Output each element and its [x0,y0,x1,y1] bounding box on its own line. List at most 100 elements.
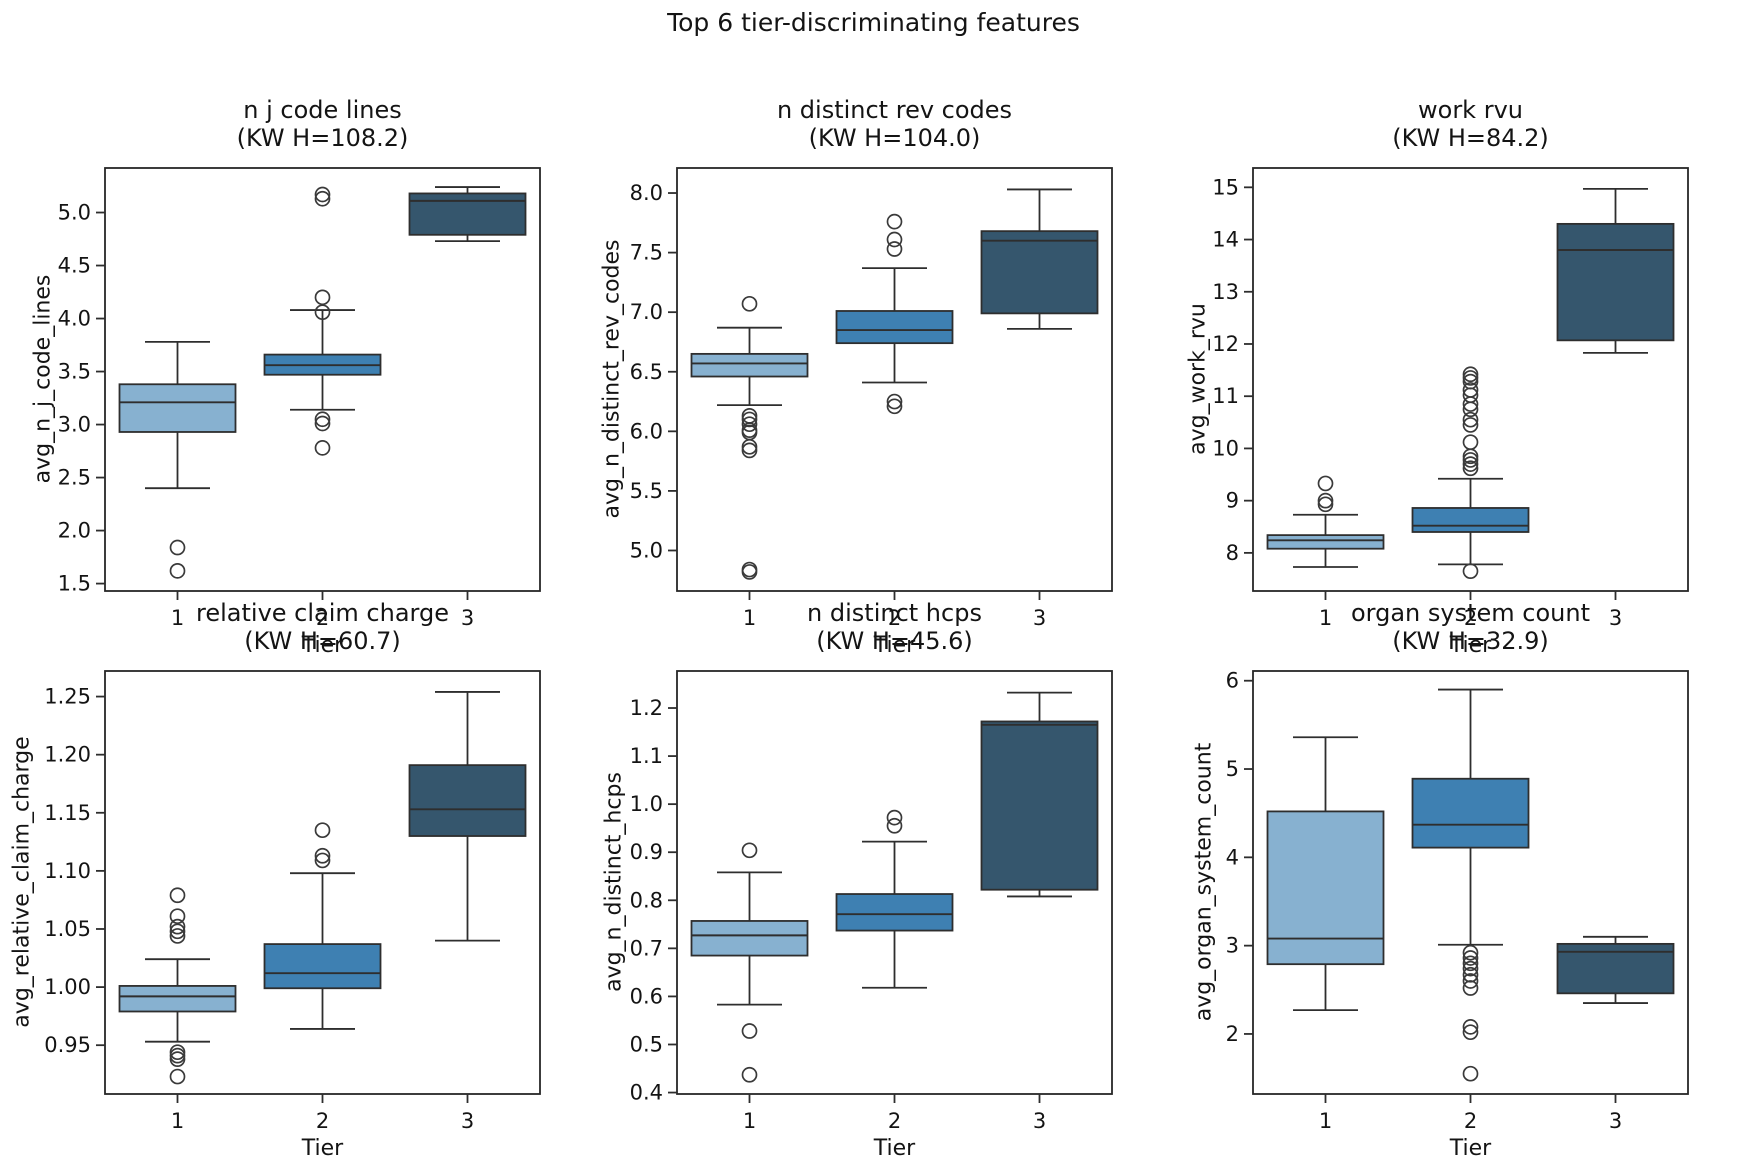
outlier-tier2 [1462,411,1479,428]
box-tier1 [690,920,809,957]
y-tick-label: 8.0 [630,181,663,205]
outlier-tier2 [1462,434,1479,451]
x-tick-label: 3 [1609,606,1622,630]
y-tick-label: 3 [1226,934,1239,958]
y-tick-label: 4.5 [58,254,91,278]
y-tick-label: 1.10 [44,859,91,883]
y-tick-label: 2.5 [58,466,91,490]
outlier-tier2 [314,289,331,306]
outlier-tier2 [886,817,903,834]
outlier-tier2 [314,186,331,203]
y-tick-label: 5 [1226,757,1239,781]
outlier-tier2 [1462,456,1479,472]
outlier-tier2 [1462,563,1479,580]
box-tier2 [835,310,954,345]
outlier-tier1 [1317,475,1334,492]
outlier-tier2 [314,190,331,207]
outlier-tier2 [314,440,331,456]
x-axis-label-tier-5: Tier [1449,1136,1492,1161]
x-tick-label: 3 [1033,1109,1046,1133]
subplot-title-work-rvu: work rvu [1418,96,1523,124]
y-tick-label: 6.0 [630,419,663,443]
box-tier1 [118,383,237,433]
subplot-title-relative-claim-charge: relative claim charge [196,599,449,627]
y-tick-label: 7.0 [630,300,663,324]
outlier-tier2 [314,847,331,864]
outlier-tier1 [741,438,758,455]
outlier-tier1 [169,928,186,944]
x-axis-label-tier-3: Tier [301,1136,344,1161]
outlier-tier2 [1462,973,1479,989]
x-axis-label-tier-2: Tier [1449,633,1492,658]
outlier-tier1 [741,442,758,459]
subplot-kw-n-distinct-hcps: (KW H=45.6) [816,627,973,655]
x-tick-label: 2 [316,1109,329,1133]
x-tick-label: 1 [743,1109,756,1133]
box-tier3 [408,192,527,236]
subplot-title-organ-system-count: organ system count [1350,599,1590,627]
x-tick-label: 3 [461,1109,474,1133]
y-tick-label: 5.0 [58,201,91,225]
y-tick-label: 6 [1226,669,1239,693]
y-tick-label: 3.5 [58,360,91,384]
y-tick-label: 1.2 [630,696,663,720]
subplot-title-n-j-code-lines: n j code lines [243,96,402,124]
y-tick-label: 5.0 [630,538,663,562]
y-tick-label: 1.1 [630,744,663,768]
outlier-tier1 [169,1047,186,1064]
outlier-tier1 [169,887,186,904]
subplot-title-n-distinct-hcps: n distinct hcps [807,599,982,627]
outlier-tier2 [1462,1019,1479,1035]
y-tick-label: 4.0 [58,307,91,331]
outlier-tier2 [886,213,903,230]
outlier-tier2 [1462,370,1479,386]
y-tick-label: 1.00 [44,975,91,999]
subplot-kw-relative-claim-charge: (KW H=60.7) [244,627,401,655]
outlier-tier2 [1462,448,1479,465]
outlier-tier2 [314,822,331,839]
subplot-kw-organ-system-count: (KW H=32.9) [1392,627,1549,655]
y-tick-label: 1.15 [44,801,91,825]
y-tick-label: 15 [1212,175,1239,199]
y-tick-label: 11 [1212,384,1239,408]
outlier-tier1 [741,1023,758,1039]
y-tick-label: 3.0 [58,413,91,437]
outlier-tier2 [1462,1024,1479,1041]
box-tier2 [835,893,954,932]
y-tick-label: 2.0 [58,519,91,543]
y-tick-label: 10 [1212,436,1239,460]
x-tick-label: 3 [1033,606,1046,630]
box-tier3 [408,764,527,837]
x-tick-label: 2 [888,1109,901,1133]
y-tick-label: 0.9 [630,840,663,864]
outlier-tier2 [1462,944,1479,961]
y-tick-label: 13 [1212,280,1239,304]
outlier-tier2 [1462,960,1479,977]
y-tick-label: 2 [1226,1022,1239,1046]
outlier-tier2 [1462,396,1479,412]
box-tier1 [1266,534,1385,550]
subplot-kw-n-distinct-rev-codes: (KW H=104.0) [808,124,981,152]
outlier-tier2 [314,852,331,869]
subplot-title-n-distinct-rev-codes: n distinct rev codes [776,96,1013,124]
x-axis-label-tier-4: Tier [873,1136,916,1161]
x-tick-label: 2 [316,606,329,630]
outlier-tier2 [1462,980,1479,996]
y-axis-label-n-j-code-lines: avg_n_j_code_lines [30,274,56,484]
box-tier2 [263,943,382,990]
outlier-tier2 [314,304,331,321]
x-tick-label: 1 [171,606,184,630]
y-tick-label: 9 [1226,489,1239,513]
outlier-tier1 [1317,496,1334,513]
y-tick-label: 12 [1212,332,1239,356]
outlier-tier1 [169,908,186,925]
y-tick-label: 14 [1212,228,1239,252]
x-axis-label-tier-0: Tier [301,633,344,658]
subplot-kw-work-rvu: (KW H=84.2) [1392,124,1549,152]
subplot-kw-n-j-code-lines: (KW H=108.2) [236,124,409,152]
box-tier3 [1556,222,1675,342]
outlier-tier2 [314,411,331,428]
x-axis-label-tier-1: Tier [873,633,916,658]
